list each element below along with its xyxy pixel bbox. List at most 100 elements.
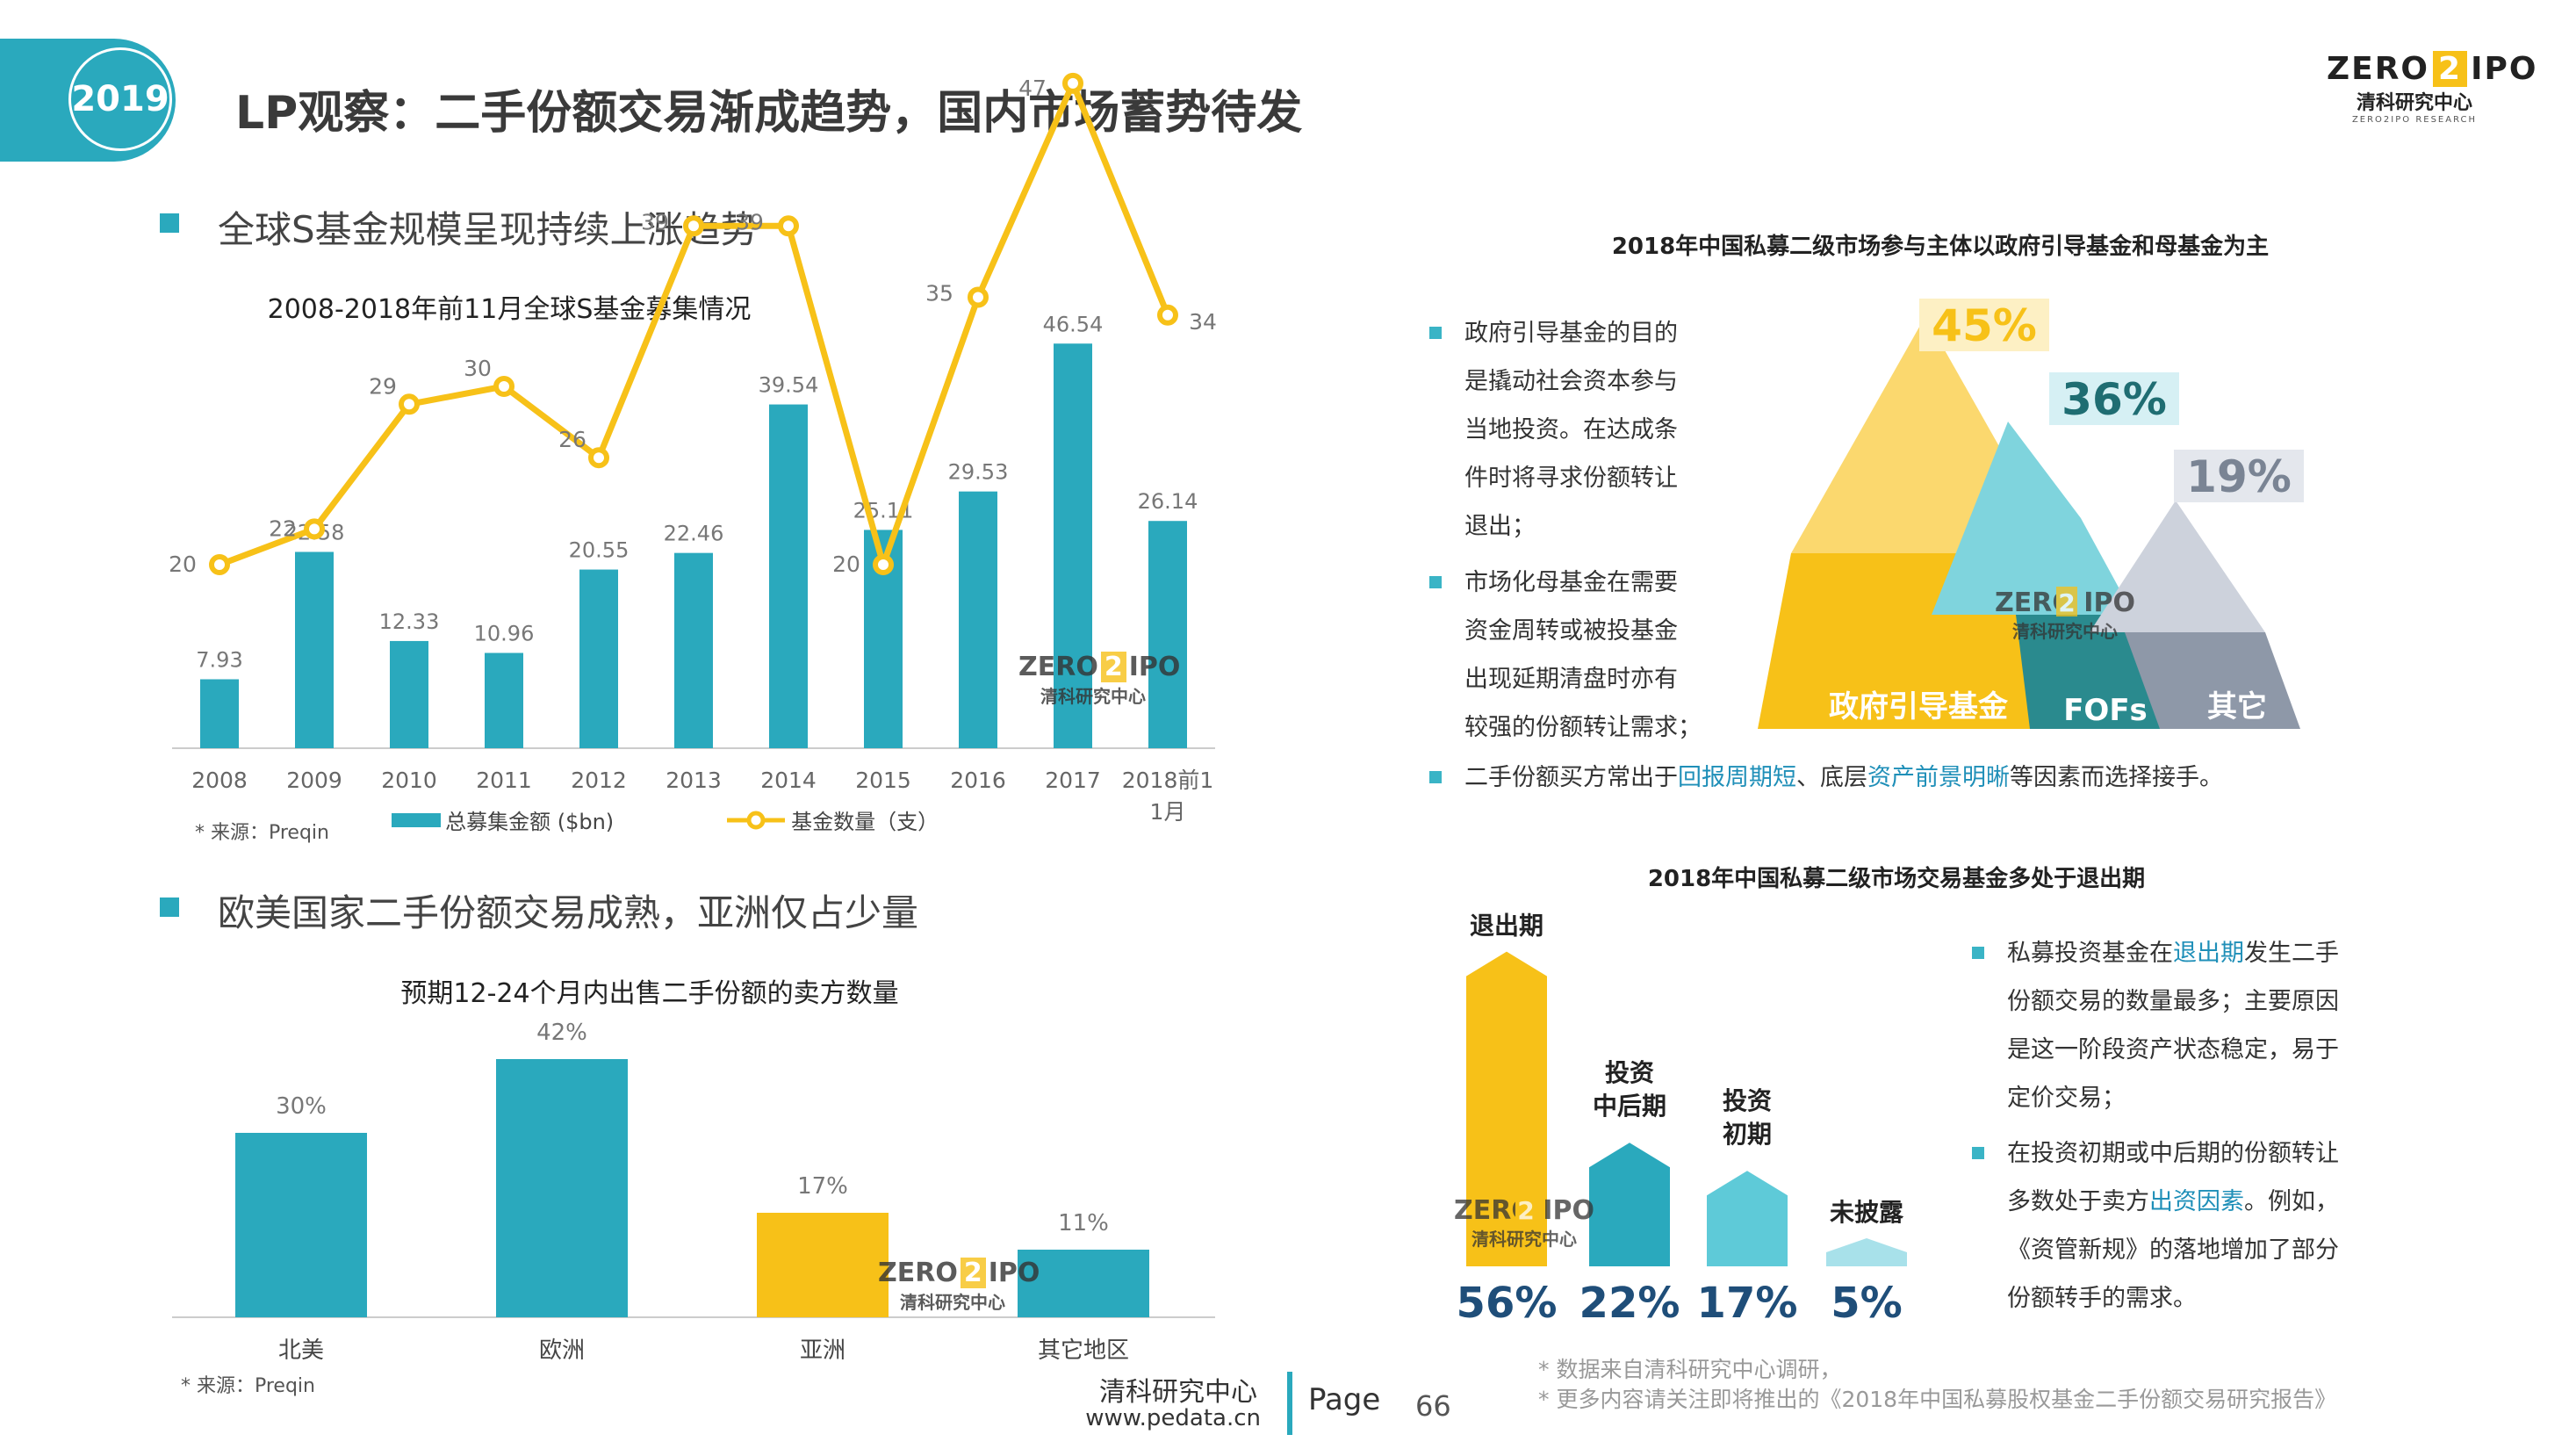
- chart1-bar-label: 26.14: [1138, 489, 1198, 514]
- bullet2-line: 资金周转或被投基金: [1464, 617, 1678, 645]
- exit-bar-label: 退出期: [1470, 912, 1543, 941]
- svg-text:清科研究中心: 清科研究中心: [1471, 1229, 1577, 1250]
- chart1-bar: [959, 491, 997, 748]
- bullet2-line: 市场化母基金在需要: [1464, 569, 1678, 596]
- watermark-logo-1: ZERO 2 IPO 清科研究中心: [1018, 652, 1181, 707]
- chart1-bar: [485, 652, 523, 748]
- note1-a: 私募投资基金在: [2007, 940, 2173, 967]
- note1-line: 定价交易；: [2007, 1085, 2126, 1112]
- footer-divider: [1287, 1372, 1292, 1435]
- legend-bar-swatch: [392, 812, 441, 827]
- chart2-bar: [235, 1133, 367, 1317]
- chart1-count-label: 34: [1189, 309, 1217, 335]
- chart1-bar: [200, 679, 239, 748]
- label-other: 其它: [2207, 689, 2267, 724]
- chart1-bar-label: 12.33: [379, 609, 440, 634]
- chart1-xtick: 1月: [1150, 799, 1186, 825]
- chart1-xtick: 2011: [476, 768, 532, 793]
- note2-c: 。例如，: [2244, 1188, 2339, 1215]
- pct-fof: 36%: [2062, 374, 2167, 425]
- mountain-other-base: [2125, 632, 2300, 729]
- footer-page-label: Page: [1308, 1382, 1381, 1417]
- mountain-chart: 45% 36% 19% 政府引导基金 FOFs 其它 ZERO IPO 2 清科…: [1758, 299, 2304, 729]
- chart1-count-point: [304, 518, 325, 540]
- chart1-count-point: [1062, 72, 1083, 94]
- note2-line: 《资管新规》的落地增加了部分: [2007, 1236, 2339, 1264]
- logo-two: 2: [2433, 51, 2468, 87]
- footer-org: 清科研究中心: [1099, 1377, 1257, 1408]
- chart2-bar-label: 30%: [276, 1093, 327, 1120]
- chart1-bar-label: 29.53: [948, 460, 1009, 485]
- svg-text:2: 2: [1517, 1196, 1534, 1225]
- note1-line: 是这一阶段资产状态稳定，易于: [2007, 1036, 2339, 1063]
- chart1-legend-line: 基金数量（支）: [725, 804, 939, 835]
- chart1-count-point: [493, 376, 514, 397]
- chart1-bar: [1054, 343, 1092, 748]
- section1-heading: 全球S基金规模呈现持续上涨趋势: [218, 208, 758, 251]
- right-bottom-title: 2018年中国私募二级市场交易基金多处于退出期: [1647, 866, 2146, 892]
- chart1-xtick: 2010: [381, 768, 437, 793]
- chart1-xtick: 2017: [1045, 768, 1101, 793]
- chart2-xtick: 亚洲: [800, 1337, 845, 1364]
- chart2-xtick: 北美: [278, 1337, 324, 1364]
- chart1-svg: 7.93200822.58200912.33201010.96201120.55…: [169, 72, 1217, 825]
- chart1-count-point: [683, 215, 704, 237]
- chart1-bar-label: 39.54: [759, 373, 819, 398]
- chart1-count-label: 20: [169, 551, 197, 577]
- exit-bar-label: 投资: [1723, 1086, 1772, 1115]
- chart1-count-point: [778, 215, 799, 237]
- chart1-count-label: 20: [832, 551, 860, 577]
- chart1-bar: [769, 404, 808, 748]
- note2-line: 份额转手的需求。: [2007, 1285, 2197, 1312]
- exit-bar: [1707, 1171, 1788, 1266]
- exit-bar-label: 初期: [1723, 1120, 1772, 1149]
- mountain-other-top: [2090, 501, 2265, 632]
- chart1-xtick: 2008: [191, 768, 248, 793]
- chart2-title: 预期12-24个月内出售二手份额的卖方数量: [400, 978, 899, 1009]
- chart2-bar-label: 42%: [536, 1020, 587, 1046]
- right-top-title: 2018年中国私募二级市场参与主体以政府引导基金和母基金为主: [1611, 234, 2270, 260]
- pct-other: 19%: [2186, 451, 2292, 502]
- logo-word-left: ZERO: [2327, 51, 2430, 87]
- pct-box-gov: [1919, 299, 2049, 351]
- label-gov: 政府引导基金: [1829, 689, 2009, 724]
- logo-cn: 清科研究中心: [2356, 92, 2472, 114]
- exit-bar: [1826, 1238, 1907, 1266]
- bullet3-text-e: 等因素而选择接手。: [2010, 764, 2223, 791]
- chart2-bar: [1018, 1250, 1149, 1317]
- bullet3-text-a: 二手份额买方常出于: [1464, 764, 1678, 791]
- chart1-count-label: 35: [925, 281, 953, 306]
- chart1-xtick: 2012: [571, 768, 627, 793]
- bullet1-line: 是撬动社会资本参与: [1464, 368, 1678, 395]
- chart1-count-label: 29: [369, 373, 397, 399]
- label-fof: FOFs: [2063, 693, 2148, 728]
- section2-bullet: [160, 898, 179, 917]
- chart1-count-point: [873, 554, 894, 575]
- note1-highlight: 退出期: [2173, 940, 2244, 967]
- chart1-xtick: 2009: [286, 768, 342, 793]
- chart2-source: * 来源：Preqin: [181, 1375, 315, 1397]
- chart1-bar-label: 46.54: [1043, 312, 1104, 336]
- chart1-count-point: [968, 286, 989, 308]
- chart1-bar: [579, 569, 618, 748]
- chart1-bar-label: 20.55: [569, 538, 630, 563]
- legend-bar-label: 总募集金额 ($bn): [445, 810, 615, 834]
- chart1-count-point: [209, 554, 230, 575]
- bullet3-highlight-1: 回报周期短: [1678, 764, 1796, 791]
- year-badge-text: 2019: [71, 79, 169, 119]
- bullet-square: [1429, 327, 1442, 339]
- footer-note-2: * 更多内容请关注即将推出的《2018年中国私募股权基金二手份额交易研究报告》: [1538, 1387, 2337, 1412]
- exit-bar: [1466, 951, 1547, 1266]
- chart1-bar-label: 10.96: [474, 621, 535, 645]
- chart2-svg: 30% 北美 42% 欧洲 17% 亚洲 11% 其它地区: [172, 1020, 1215, 1364]
- exit-bar-pct: 56%: [1457, 1279, 1558, 1328]
- exit-bar-pct: 22%: [1579, 1279, 1680, 1328]
- bullet1-line: 当地投资。在达成条: [1464, 416, 1678, 443]
- footer-url: www.pedata.cn: [1085, 1405, 1261, 1431]
- chart1-bar: [1148, 521, 1187, 748]
- chart1-bar-label: 7.93: [196, 647, 242, 672]
- pct-box-fof: [2049, 372, 2179, 425]
- chart1-bar-label: 22.46: [664, 522, 724, 546]
- note2-highlight: 出资因素: [2149, 1188, 2244, 1215]
